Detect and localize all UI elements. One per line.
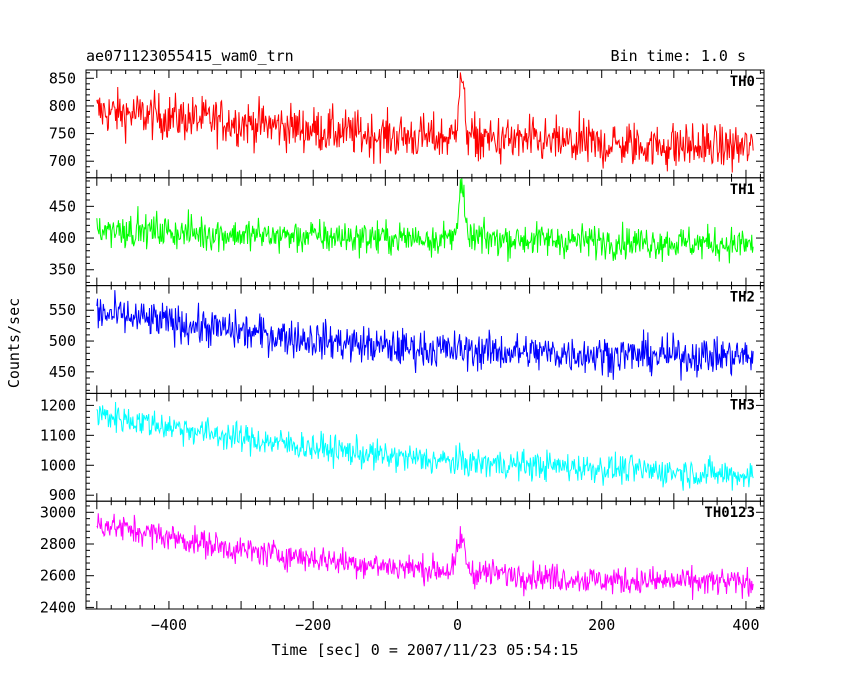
y-tick-label: 450 [49, 363, 76, 381]
y-tick-label: 550 [49, 301, 76, 319]
y-tick-label: 700 [49, 152, 76, 170]
x-tick-label: 0 [453, 616, 462, 634]
panels: 700 750 800 850 TH0 350 400 450 TH1 450 500 550 TH2 9… [40, 69, 765, 634]
panel-label-th0: TH0 [730, 74, 755, 90]
y-tick-label: 1000 [40, 456, 76, 474]
series-line-th0 [96, 72, 754, 173]
y-tick-label: 2400 [40, 598, 76, 616]
panel-th0123: 2400 2600 2800 3000 TH0123 [40, 500, 765, 616]
series-line-th0123 [96, 513, 754, 600]
panel-label-th0123: TH0123 [704, 505, 755, 521]
panel-frame [85, 392, 765, 502]
panel-th2: 450 500 550 TH2 [49, 285, 765, 394]
y-axis-label: Counts/sec [5, 298, 23, 388]
y-tick-label: 400 [49, 229, 76, 247]
y-tick-label: 500 [49, 332, 76, 350]
y-tick-label: 1100 [40, 426, 76, 444]
panel-frame [85, 500, 765, 610]
y-tick-label: 450 [49, 197, 76, 215]
y-tick-label: 2800 [40, 535, 76, 553]
panel-th0: 700 750 800 850 TH0 [49, 69, 765, 179]
y-tick-label: 750 [49, 125, 76, 143]
x-tick-label: 200 [588, 616, 615, 634]
series-line-th3 [96, 402, 754, 491]
panel-th3: 900 1000 1100 1200 TH3 [40, 392, 765, 504]
panel-label-th1: TH1 [730, 182, 755, 198]
panel-label-th3: TH3 [730, 397, 755, 413]
bin-time-label: Bin time: 1.0 s [611, 47, 746, 65]
y-tick-label: 850 [49, 69, 76, 87]
y-tick-label: 2600 [40, 567, 76, 585]
y-tick-label: 900 [49, 486, 76, 504]
y-tick-label: 800 [49, 97, 76, 115]
panel-th1: 350 400 450 TH1 [49, 177, 765, 287]
chart-title: ae071123055415_wam0_trn [86, 47, 294, 65]
y-tick-label: 1200 [40, 396, 76, 414]
y-tick-label: 3000 [40, 503, 76, 521]
x-axis-label: Time [sec] 0 = 2007/11/23 05:54:15 [271, 641, 578, 659]
x-tick-label: 400 [732, 616, 759, 634]
series-line-th2 [96, 290, 754, 381]
x-tick-label: −400 [151, 616, 187, 634]
x-tick-label: −200 [295, 616, 331, 634]
series-line-th1 [96, 177, 754, 264]
y-tick-label: 350 [49, 261, 76, 279]
panel-label-th2: TH2 [730, 290, 755, 306]
